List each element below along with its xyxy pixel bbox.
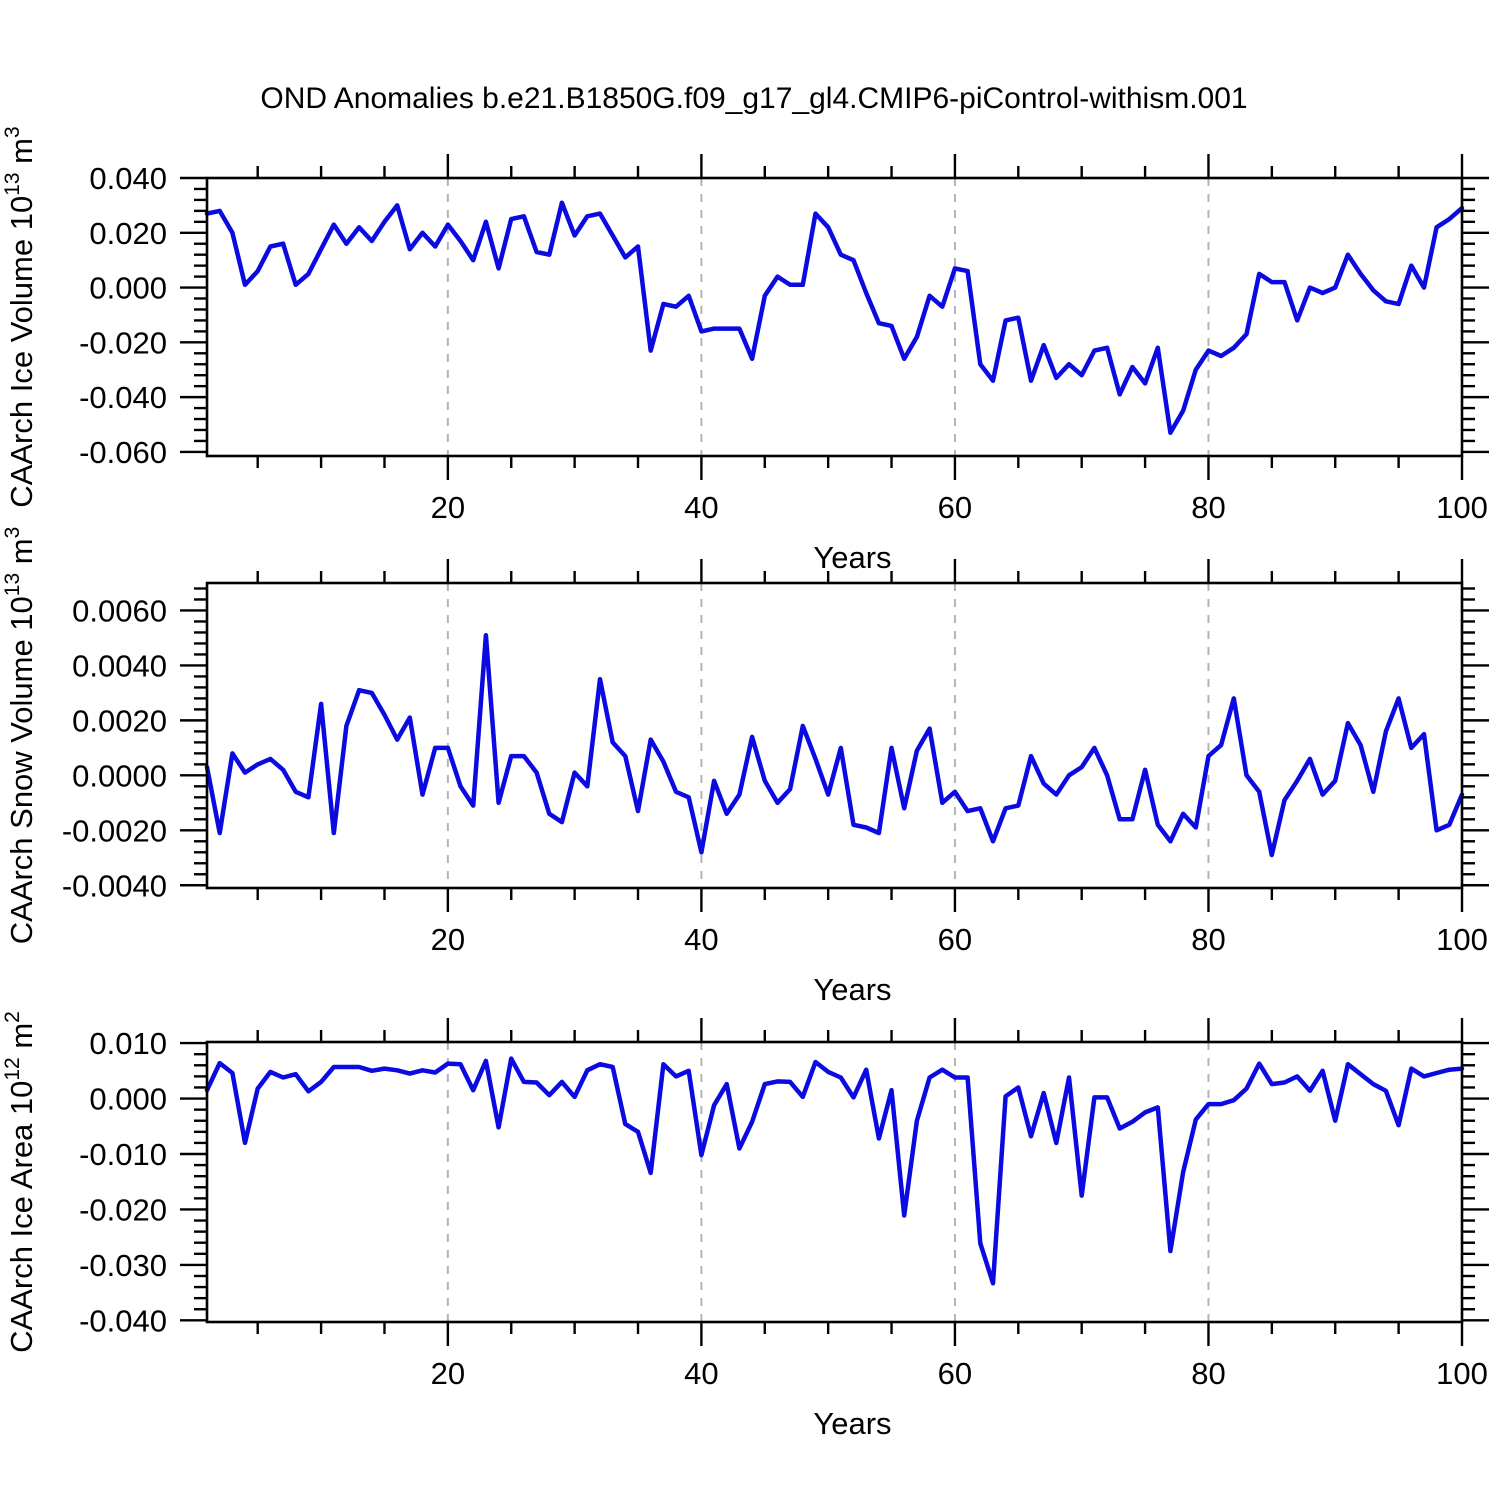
y-tick-label: -0.060: [79, 435, 167, 470]
y-tick-label: -0.040: [79, 1303, 167, 1338]
y-tick-label: 0.0000: [72, 758, 167, 793]
y-tick-label: 0.0040: [72, 648, 167, 683]
y-tick-label: -0.020: [79, 1192, 167, 1227]
series-line-snow-volume: [204, 632, 1465, 858]
series-line-ice-volume: [204, 200, 1465, 435]
x-axis-title: Years: [813, 540, 891, 575]
y-tick-label: 0.020: [89, 216, 167, 251]
x-tick-label: 60: [938, 490, 972, 525]
y-tick-label: -0.0040: [62, 868, 167, 903]
y-tick-label: 0.000: [89, 271, 167, 306]
y-tick-label: -0.030: [79, 1248, 167, 1283]
y-tick-label: -0.040: [79, 380, 167, 415]
x-tick-label: 100: [1436, 1356, 1488, 1391]
y-tick-label: 0.0060: [72, 593, 167, 628]
y-tick-label: 0.040: [89, 161, 167, 196]
y-axis-title: CAArch Ice Area 1012 m2: [1, 1011, 39, 1353]
x-tick-label: 100: [1436, 490, 1488, 525]
panels-group: 0.040 0.020 0.000 -0.020 -0.040 -0.060 20 40 60 8…: [1, 126, 1489, 1441]
axis-frame: [205, 581, 1464, 890]
x-axis-title: Years: [813, 972, 891, 1007]
x-tick-label: 100: [1436, 922, 1488, 957]
series-line-ice-area: [204, 1056, 1465, 1286]
panel-ice-volume: 0.040 0.020 0.000 -0.020 -0.040 -0.060 20 40 60 8…: [1, 126, 1489, 575]
y-axis-title: CAArch Ice Volume 1013 m3: [1, 126, 39, 507]
x-tick-label: 20: [431, 1356, 465, 1391]
panel-snow-volume: 0.0060 0.0040 0.0020 0.0000 -0.0020 -0.0040 20…: [1, 527, 1489, 1007]
x-tick-label: 80: [1191, 922, 1225, 957]
y-tick-label: -0.020: [79, 325, 167, 360]
y-tick-label: -0.010: [79, 1137, 167, 1172]
axis-frame: [205, 176, 1464, 458]
panel-ice-area: 0.010 0.000 -0.010 -0.020 -0.030 -0.040 20 40 60…: [1, 1011, 1489, 1441]
x-tick-label: 40: [684, 490, 718, 525]
y-tick-label: 0.0020: [72, 703, 167, 738]
x-tick-label: 60: [938, 922, 972, 957]
x-axis-title: Years: [813, 1406, 891, 1441]
y-tick-label: 0.000: [89, 1082, 167, 1117]
x-tick-label: 80: [1191, 1356, 1225, 1391]
x-tick-label: 60: [938, 1356, 972, 1391]
y-tick-label: 0.010: [89, 1026, 167, 1061]
y-tick-label: -0.0020: [62, 813, 167, 848]
y-axis-title: CAArch Snow Volume 1013 m3: [1, 527, 39, 945]
x-tick-label: 40: [684, 1356, 718, 1391]
x-tick-label: 80: [1191, 490, 1225, 525]
x-tick-label: 20: [431, 922, 465, 957]
x-tick-label: 20: [431, 490, 465, 525]
figure-title: OND Anomalies b.e21.B1850G.f09_g17_gl4.C…: [260, 82, 1247, 115]
axis-frame: [205, 1040, 1464, 1324]
x-tick-label: 40: [684, 922, 718, 957]
